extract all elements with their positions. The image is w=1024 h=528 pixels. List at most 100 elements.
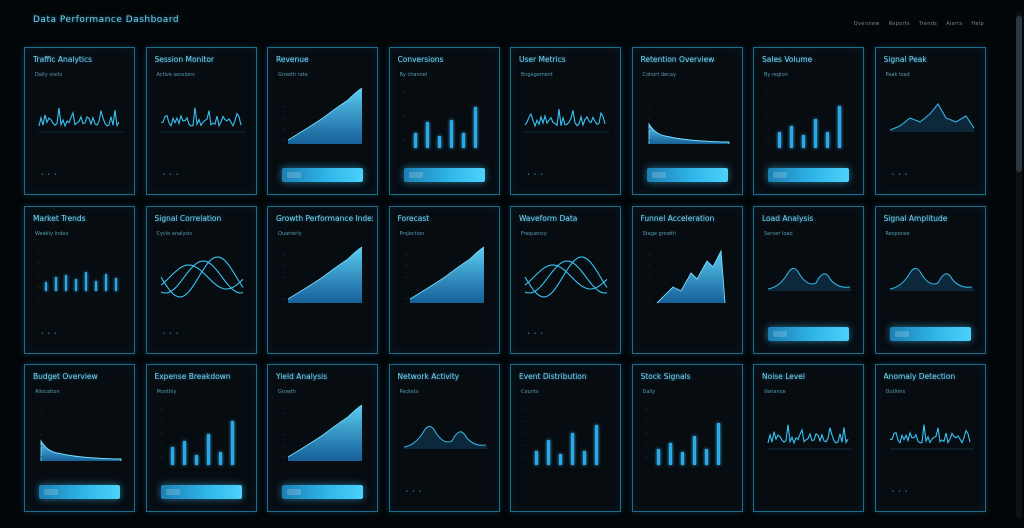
chart-bar	[413, 133, 417, 148]
chart-card[interactable]: Traffic Analytics Daily visits • • •	[24, 47, 135, 195]
card-chart	[644, 408, 720, 465]
scrollbar-thumb[interactable]	[1016, 16, 1022, 172]
card-chart	[403, 425, 488, 449]
chart-series-line	[524, 255, 608, 297]
card-subtitle: Monthly	[156, 389, 177, 395]
chart-series-line	[767, 267, 851, 290]
chart-series-line	[160, 259, 243, 294]
card-action-button[interactable]	[282, 168, 363, 182]
chart-bar	[802, 135, 805, 148]
card-action-button[interactable]	[768, 326, 849, 341]
chart-card[interactable]: Signal Correlation Cycle analysis • • •	[145, 205, 257, 354]
chart-card[interactable]: Event Distribution Counts	[510, 364, 621, 512]
card-action-button[interactable]	[889, 326, 971, 341]
card-subtitle: Quarterly	[278, 230, 302, 237]
chart-card[interactable]: Network Activity Packets • • •	[388, 364, 500, 512]
chart-card[interactable]: Expense Breakdown Monthly	[145, 364, 257, 512]
chart-card[interactable]: Growth Performance Index Quarterly	[267, 205, 378, 354]
card-title: Forecast	[397, 213, 430, 223]
chart-bar	[826, 132, 829, 148]
chart-bar	[656, 449, 660, 465]
card-footer: • • •	[41, 330, 59, 337]
vertical-scrollbar[interactable]	[1016, 12, 1022, 518]
card-title: Market Trends	[33, 213, 86, 223]
chart-area-edge	[287, 404, 363, 458]
card-title: Expense Breakdown	[154, 372, 231, 381]
chart-bar	[182, 441, 186, 465]
card-chart	[39, 412, 122, 461]
card-title: Yield Analysis	[276, 372, 328, 381]
card-subtitle: Growth	[278, 389, 297, 395]
chart-card[interactable]: Signal Amplitude Response	[874, 205, 986, 354]
card-title: Budget Overview	[33, 372, 98, 381]
nav-item-reports[interactable]: Reports	[888, 21, 910, 27]
chart-bar	[692, 436, 696, 465]
card-chart	[403, 246, 484, 303]
card-title: Signal Amplitude	[883, 213, 948, 223]
chart-series-line	[160, 107, 242, 128]
card-footer: • • •	[891, 489, 909, 495]
chart-card[interactable]: Stock Signals Daily	[631, 364, 743, 512]
chart-card[interactable]: Market Trends Weekly index • • •	[24, 205, 135, 354]
card-subtitle: Projection	[399, 230, 425, 237]
chart-card[interactable]: Budget Overview Allocation	[24, 364, 135, 512]
card-chart	[889, 267, 974, 291]
chart-card[interactable]: Waveform Data Frequency • • •	[510, 205, 621, 354]
chart-card[interactable]: Funnel Acceleration Stage growth	[631, 205, 743, 354]
chart-card[interactable]: Load Analysis Server load	[753, 205, 864, 354]
card-action-button[interactable]	[160, 485, 242, 499]
chart-area	[288, 88, 362, 144]
chart-card[interactable]: Session Monitor Active sessions • • •	[145, 47, 257, 195]
nav-item-overview[interactable]: Overview	[853, 21, 880, 27]
card-subtitle: Peak load	[885, 72, 910, 78]
card-chart	[889, 424, 974, 450]
chart-card[interactable]: Anomaly Detection Outliers • • •	[874, 364, 986, 512]
nav-item-help[interactable]: Help	[971, 21, 984, 27]
card-chart	[282, 246, 363, 303]
card-subtitle: Daily	[642, 389, 656, 395]
chart-card[interactable]: Signal Peak Peak load • • •	[874, 47, 986, 195]
chart-bar	[838, 106, 841, 148]
chart-area-edge	[648, 122, 729, 144]
chart-card[interactable]: Noise Level Variance	[753, 364, 864, 512]
chart-series-line	[767, 424, 849, 445]
nav-item-trends[interactable]: Trends	[918, 21, 938, 27]
app-title: Data Performance Dashboard	[33, 15, 180, 25]
chart-series-line	[524, 263, 608, 290]
card-title: Stock Signals	[640, 372, 691, 381]
card-action-button[interactable]	[403, 168, 485, 182]
chart-area	[288, 405, 362, 461]
card-title: Signal Correlation	[154, 213, 222, 223]
card-footer: • • •	[162, 330, 180, 337]
chart-series-line	[889, 103, 974, 131]
chart-bar	[45, 281, 47, 291]
chart-card[interactable]: Revenue Growth rate	[267, 47, 378, 195]
chart-card[interactable]: Yield Analysis Growth	[267, 364, 378, 512]
card-title: Signal Peak	[883, 55, 927, 64]
card-title: Anomaly Detection	[883, 372, 956, 381]
card-footer: • • •	[162, 172, 180, 178]
chart-bar	[535, 451, 538, 465]
chart-area	[648, 124, 729, 144]
card-action-button[interactable]	[282, 485, 363, 499]
chart-card[interactable]: Forecast Projection	[388, 205, 500, 354]
card-action-button[interactable]	[768, 168, 849, 182]
chart-area	[656, 250, 725, 303]
chart-bar	[437, 136, 441, 148]
chart-card[interactable]: Sales Volume By region	[753, 47, 864, 195]
card-chart	[524, 255, 608, 297]
chart-series-line	[160, 263, 243, 290]
chart-bar	[680, 452, 684, 465]
card-chart	[767, 424, 852, 450]
nav-item-alerts[interactable]: Alerts	[946, 21, 963, 27]
card-subtitle: Cycle analysis	[156, 230, 193, 237]
card-title: Funnel Acceleration	[640, 213, 715, 223]
card-action-button[interactable]	[39, 485, 120, 499]
card-title: Noise Level	[762, 372, 805, 381]
chart-card[interactable]: Conversions By channel	[388, 47, 500, 195]
chart-card[interactable]: Retention Overview Cohort decay	[631, 47, 743, 195]
chart-card[interactable]: User Metrics Engagement • • •	[510, 47, 621, 195]
card-action-button[interactable]	[646, 168, 728, 182]
card-chart	[282, 404, 363, 461]
